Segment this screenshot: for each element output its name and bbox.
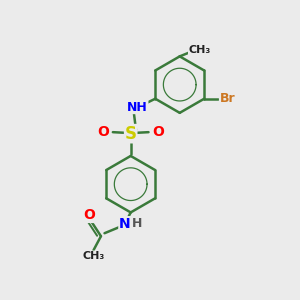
Text: N: N: [119, 217, 130, 231]
Text: Br: Br: [220, 92, 235, 105]
Text: O: O: [83, 208, 95, 222]
Text: CH₃: CH₃: [188, 45, 211, 56]
Text: O: O: [97, 125, 109, 139]
Text: O: O: [153, 125, 165, 139]
Text: S: S: [125, 125, 137, 143]
Text: NH: NH: [127, 100, 148, 114]
Text: H: H: [131, 217, 142, 230]
Text: CH₃: CH₃: [82, 251, 105, 261]
